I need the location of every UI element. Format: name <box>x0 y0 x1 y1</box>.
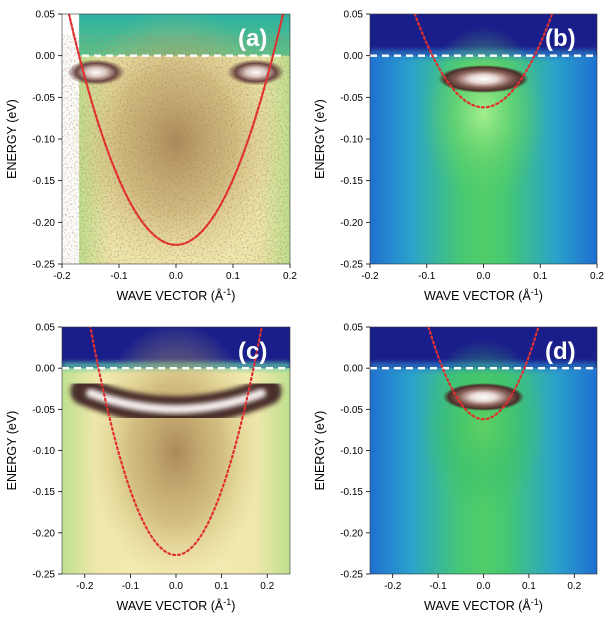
x-tick-label: 0.1 <box>226 271 240 282</box>
y-tick-label: 0.05 <box>344 10 364 21</box>
flat-band <box>442 382 525 411</box>
panel-b: (b) 0.05 0.00 -0.05 -0.10 -0.15 -0.20 -0.25-0.2… <box>313 10 604 304</box>
y-tick-label: -0.15 <box>32 487 55 498</box>
x-tick-label: 0.2 <box>590 271 604 282</box>
x-tick-label: -0.1 <box>110 271 128 282</box>
y-tick-label: -0.05 <box>32 93 55 104</box>
x-tick-label: -0.1 <box>418 271 436 282</box>
y-tick-label: -0.20 <box>32 528 55 539</box>
y-tick-label: -0.20 <box>340 218 363 229</box>
x-tick-label: 0.1 <box>533 271 547 282</box>
spectral-weight <box>90 327 262 574</box>
y-tick-label: -0.25 <box>340 570 363 581</box>
spectral-weight <box>419 26 548 202</box>
panel-label: (d) <box>545 338 576 365</box>
flat-band-spot <box>226 59 285 86</box>
y-tick-label: -0.05 <box>32 405 55 416</box>
x-tick-label: 0.2 <box>567 581 581 592</box>
y-tick-label: -0.15 <box>32 176 55 187</box>
y-tick-label: -0.25 <box>32 260 55 271</box>
x-axis-label: WAVE VECTOR (Å-1) <box>424 597 543 613</box>
y-tick-label: -0.25 <box>32 570 55 581</box>
x-tick-label: -0.2 <box>384 581 402 592</box>
intensity-map <box>62 327 290 574</box>
dispersion-curve <box>413 14 554 109</box>
y-tick-label: -0.20 <box>340 528 363 539</box>
y-tick-label: -0.10 <box>32 446 55 457</box>
panel-label: (b) <box>545 25 576 52</box>
panel-a: (a) 0.05 0.00 -0.05 -0.10 -0.15 -0.20 -0.25-0.2… <box>5 10 297 304</box>
x-axis-label: WAVE VECTOR (Å-1) <box>424 287 543 303</box>
intensity-map <box>370 327 597 574</box>
y-tick-label: -0.25 <box>340 260 363 271</box>
y-tick-label: 0.05 <box>36 323 56 334</box>
panel-label: (c) <box>238 338 267 365</box>
x-tick-label: -0.1 <box>429 581 447 592</box>
panel-d: (d) 0.05 0.00 -0.05 -0.10 -0.15 -0.20 -0.25 -0.2… <box>313 323 598 613</box>
y-tick-label: -0.20 <box>32 218 55 229</box>
x-tick-label: 0.0 <box>169 271 183 282</box>
x-axis-label: WAVE VECTOR (Å-1) <box>117 287 236 303</box>
x-tick-label: 0.1 <box>522 581 536 592</box>
y-tick-label: -0.05 <box>340 93 363 104</box>
y-tick-label: 0.05 <box>344 323 364 334</box>
y-tick-label: -0.15 <box>340 487 363 498</box>
y-axis-label: ENERGY (eV) <box>5 99 19 179</box>
y-tick-label: 0.05 <box>36 10 56 21</box>
y-tick-label: -0.05 <box>340 405 363 416</box>
panel-c: (c) 0.05 0.00 -0.05 -0.10 -0.15 -0.20 -0.25 -0.2… <box>5 323 291 613</box>
y-axis-label: ENERGY (eV) <box>313 411 327 491</box>
dispersion-curve <box>89 327 263 557</box>
x-tick-label: -0.2 <box>76 581 94 592</box>
y-tick-label: 0.00 <box>344 364 364 375</box>
y-tick-label: -0.10 <box>340 135 363 146</box>
y-axis-label: ENERGY (eV) <box>5 411 19 491</box>
dispersion-curve <box>427 327 540 421</box>
intensity-map <box>67 14 290 264</box>
x-tick-label: -0.1 <box>122 581 140 592</box>
x-tick-label: 0.0 <box>169 581 183 592</box>
x-tick-label: 0.2 <box>283 271 297 282</box>
y-tick-label: -0.15 <box>340 176 363 187</box>
y-tick-label: 0.00 <box>344 51 364 62</box>
x-axis-label: WAVE VECTOR (Å-1) <box>117 597 236 613</box>
x-tick-label: 0.2 <box>260 581 274 592</box>
y-tick-label: 0.00 <box>36 51 56 62</box>
x-tick-label: 0.0 <box>477 271 491 282</box>
y-axis-label: ENERGY (eV) <box>313 99 327 179</box>
flat-band-core <box>85 388 267 414</box>
flat-band-spot <box>67 59 126 86</box>
dispersion-curve <box>67 14 285 246</box>
y-tick-label: -0.10 <box>32 135 55 146</box>
panel-label: (a) <box>238 25 267 52</box>
x-tick-label: -0.2 <box>361 271 379 282</box>
y-tick-label: 0.00 <box>36 364 56 375</box>
x-tick-label: 0.0 <box>477 581 491 592</box>
intensity-map <box>370 14 597 264</box>
noise-texture <box>79 55 290 264</box>
spectral-weight <box>419 339 548 513</box>
flat-band <box>438 65 529 93</box>
x-tick-label: -0.2 <box>53 271 71 282</box>
x-tick-label: 0.1 <box>215 581 229 592</box>
y-tick-label: -0.10 <box>340 446 363 457</box>
